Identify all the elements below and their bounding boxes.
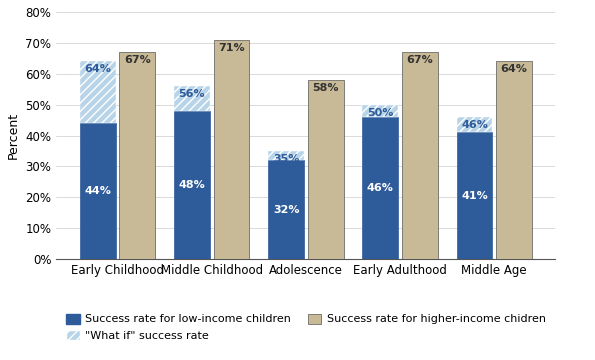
Text: 41%: 41% bbox=[461, 191, 488, 201]
Bar bbox=[268, 160, 304, 259]
Text: 64%: 64% bbox=[500, 64, 527, 75]
Text: 71%: 71% bbox=[218, 43, 245, 53]
Bar bbox=[362, 105, 398, 117]
Bar bbox=[402, 52, 438, 259]
Text: 46%: 46% bbox=[367, 183, 394, 193]
Text: 67%: 67% bbox=[124, 55, 151, 65]
Text: 32%: 32% bbox=[273, 205, 299, 215]
Text: 44%: 44% bbox=[84, 186, 111, 196]
Y-axis label: Percent: Percent bbox=[7, 112, 20, 159]
Bar bbox=[174, 86, 210, 111]
Text: 46%: 46% bbox=[461, 120, 488, 130]
Bar bbox=[214, 40, 249, 259]
Bar bbox=[456, 117, 492, 132]
Bar bbox=[120, 52, 155, 259]
Bar bbox=[362, 117, 398, 259]
Text: 35%: 35% bbox=[273, 154, 299, 164]
Text: 64%: 64% bbox=[84, 64, 111, 75]
Bar bbox=[496, 62, 532, 259]
Bar bbox=[174, 111, 210, 259]
Text: 56%: 56% bbox=[178, 89, 205, 99]
Bar bbox=[308, 80, 343, 259]
Bar bbox=[80, 123, 115, 259]
Text: 58%: 58% bbox=[312, 83, 339, 93]
Text: 50%: 50% bbox=[367, 108, 393, 118]
Bar bbox=[456, 132, 492, 259]
Text: 48%: 48% bbox=[178, 180, 205, 190]
Bar bbox=[80, 62, 115, 123]
Text: 67%: 67% bbox=[406, 55, 433, 65]
Legend: Success rate for low-income children, "What if" success rate, Success rate for h: Success rate for low-income children, "W… bbox=[62, 309, 550, 345]
Bar bbox=[268, 151, 304, 160]
